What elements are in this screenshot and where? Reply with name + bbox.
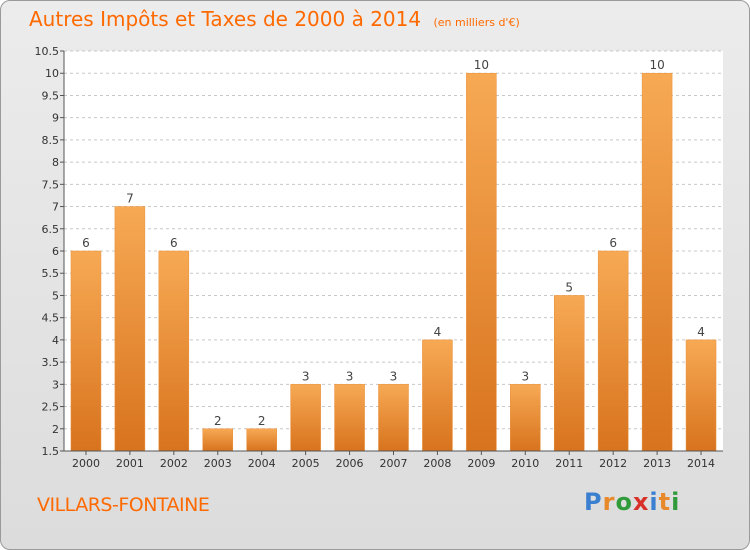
bar-value-label: 6	[609, 236, 617, 250]
bar-value-label: 2	[214, 414, 222, 428]
y-tick-label: 7	[52, 201, 59, 214]
bar	[597, 250, 629, 452]
town-name: VILLARS-FONTAINE	[37, 494, 210, 516]
x-tick-label: 2014	[687, 457, 715, 470]
bar	[290, 384, 321, 452]
y-tick-label: 9	[52, 112, 59, 125]
x-tick-label: 2007	[380, 457, 408, 470]
y-tick-label: 1.5	[42, 445, 60, 458]
y-tick-label: 8	[52, 156, 59, 169]
bar-value-label: 5	[565, 280, 573, 294]
bar-value-label: 10	[649, 58, 664, 72]
chart-title-text: Autres Impôts et Taxes de 2000 à 2014	[29, 7, 422, 31]
bar-value-label: 2	[258, 414, 266, 428]
logo-letter: P	[584, 488, 603, 516]
chart-title: Autres Impôts et Taxes de 2000 à 2014 (e…	[29, 7, 520, 31]
bar	[553, 295, 585, 452]
bar-value-label: 3	[521, 369, 529, 383]
x-tick-label: 2013	[643, 457, 671, 470]
logo-letter: x	[632, 488, 650, 516]
logo-letter: r	[602, 488, 616, 516]
x-tick-label: 2005	[292, 457, 320, 470]
bar	[685, 339, 717, 452]
y-tick-label: 4.5	[42, 312, 60, 325]
x-tick-label: 2006	[336, 457, 364, 470]
bar	[202, 428, 234, 452]
y-tick-label: 2.5	[42, 401, 60, 414]
y-tick-label: 6	[52, 245, 59, 258]
logo-letter: o	[615, 488, 633, 516]
y-tick-label: 4	[52, 334, 59, 347]
y-tick-label: 9.5	[42, 89, 60, 102]
bar-value-label: 6	[82, 236, 90, 250]
bar	[466, 72, 497, 452]
bar	[334, 384, 365, 452]
bar-value-label: 3	[302, 369, 310, 383]
bar-value-label: 4	[434, 325, 442, 339]
x-tick-label: 2000	[72, 457, 100, 470]
y-tick-label: 3	[52, 378, 59, 391]
bar	[70, 250, 102, 452]
bar	[422, 339, 453, 452]
y-tick-label: 3.5	[42, 356, 60, 369]
bar-value-label: 10	[474, 58, 489, 72]
bar	[641, 72, 673, 452]
y-tick-label: 5	[52, 289, 59, 302]
bar-value-label: 3	[390, 369, 398, 383]
x-tick-label: 2003	[204, 457, 232, 470]
bar-value-label: 7	[126, 192, 134, 206]
x-tick-label: 2009	[467, 457, 495, 470]
bar	[158, 250, 190, 452]
chart-subtitle: (en milliers d'€)	[433, 16, 520, 29]
logo-letter: t	[658, 488, 672, 516]
x-tick-label: 2002	[160, 457, 188, 470]
x-tick-label: 2011	[555, 457, 583, 470]
bar	[510, 384, 541, 452]
proxiti-logo: Proxiti	[584, 488, 680, 516]
y-tick-label: 2	[52, 423, 59, 436]
x-tick-label: 2010	[511, 457, 539, 470]
y-tick-label: 7.5	[42, 178, 60, 191]
x-tick-label: 2001	[116, 457, 144, 470]
bar	[114, 206, 146, 452]
x-tick-label: 2008	[423, 457, 451, 470]
logo-letter: i	[649, 488, 659, 516]
bar	[378, 384, 409, 452]
y-tick-label: 8.5	[42, 134, 60, 147]
y-tick-label: 10.5	[35, 45, 60, 58]
logo-letter: i	[671, 488, 681, 516]
bar-value-label: 4	[697, 325, 705, 339]
y-tick-label: 5.5	[42, 267, 60, 280]
bar	[246, 428, 277, 452]
x-tick-label: 2004	[248, 457, 276, 470]
x-tick-label: 2012	[599, 457, 627, 470]
bar-value-label: 3	[346, 369, 354, 383]
y-tick-label: 6.5	[42, 223, 60, 236]
bar-value-label: 6	[170, 236, 178, 250]
y-tick-label: 10	[45, 67, 59, 80]
